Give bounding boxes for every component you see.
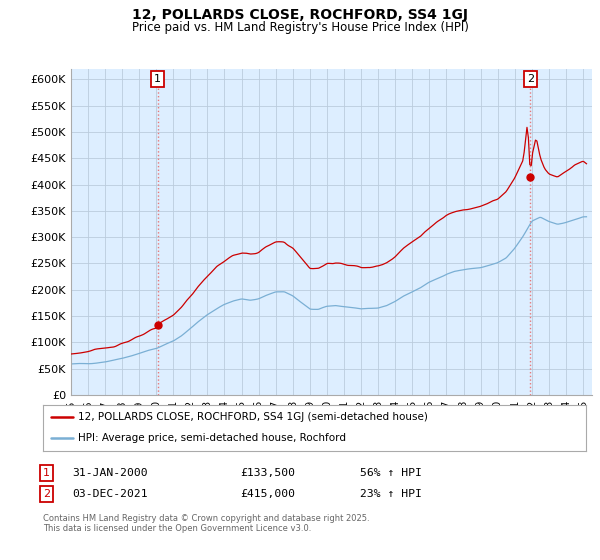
Text: £133,500: £133,500 (240, 468, 295, 478)
Text: Contains HM Land Registry data © Crown copyright and database right 2025.
This d: Contains HM Land Registry data © Crown c… (43, 514, 370, 534)
Text: 1: 1 (154, 74, 161, 84)
Text: 31-JAN-2000: 31-JAN-2000 (72, 468, 148, 478)
Text: £415,000: £415,000 (240, 489, 295, 499)
Text: 12, POLLARDS CLOSE, ROCHFORD, SS4 1GJ: 12, POLLARDS CLOSE, ROCHFORD, SS4 1GJ (132, 8, 468, 22)
Text: 12, POLLARDS CLOSE, ROCHFORD, SS4 1GJ (semi-detached house): 12, POLLARDS CLOSE, ROCHFORD, SS4 1GJ (s… (79, 412, 428, 422)
Text: 1: 1 (43, 468, 50, 478)
Text: 2: 2 (43, 489, 50, 499)
Text: HPI: Average price, semi-detached house, Rochford: HPI: Average price, semi-detached house,… (79, 433, 346, 444)
Text: 56% ↑ HPI: 56% ↑ HPI (360, 468, 422, 478)
Text: 03-DEC-2021: 03-DEC-2021 (72, 489, 148, 499)
Text: 23% ↑ HPI: 23% ↑ HPI (360, 489, 422, 499)
Text: 2: 2 (527, 74, 534, 84)
Text: Price paid vs. HM Land Registry's House Price Index (HPI): Price paid vs. HM Land Registry's House … (131, 21, 469, 34)
